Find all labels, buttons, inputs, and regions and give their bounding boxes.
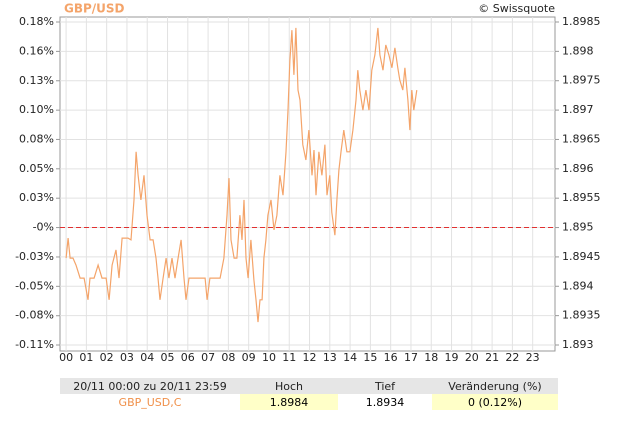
y2-tick-label: -0% — [33, 221, 54, 234]
x-tick-label: 08 — [221, 351, 235, 364]
x-tick-label: 00 — [59, 351, 73, 364]
source: © Swissquote — [478, 2, 555, 15]
y-tick-label: 1.894 — [562, 279, 594, 292]
x-tick-label: 09 — [242, 351, 256, 364]
y2-tick-label: 0.05% — [19, 162, 54, 175]
summary-table: 20/11 00:00 zu 20/11 23:59 Hoch Tief Ver… — [60, 378, 558, 410]
header-cell: 20/11 00:00 zu 20/11 23:59 — [60, 378, 240, 394]
cell: 1.8934 — [365, 395, 405, 409]
y-tick-label: 1.8985 — [562, 15, 601, 28]
x-tick-label: 06 — [181, 351, 195, 364]
y-tick-label: 1.8975 — [562, 74, 601, 87]
x-tick-label: 22 — [505, 351, 519, 364]
y2-tick-label: 0.13% — [19, 74, 54, 87]
x-tick-label: 19 — [445, 351, 459, 364]
x-tick-label: 12 — [303, 351, 317, 364]
y2-tick-label: -0.05% — [15, 279, 54, 292]
y-tick-label: 1.8945 — [562, 250, 601, 263]
x-tick-label: 17 — [404, 351, 418, 364]
x-tick-label: 02 — [100, 351, 114, 364]
cell: GBP_USD,C — [118, 395, 182, 409]
y2-tick-label: -0.08% — [15, 309, 54, 322]
y-tick-label: 1.8935 — [562, 309, 601, 322]
y2-tick-label: 0.08% — [19, 132, 54, 145]
y2-tick-label: 0.16% — [19, 44, 54, 57]
x-tick-label: 15 — [363, 351, 377, 364]
y-tick-label: 1.895 — [562, 221, 594, 234]
cell: 0 (0.12%) — [432, 394, 558, 410]
y-tick-label: 1.896 — [562, 162, 594, 175]
y-tick-label: 1.8955 — [562, 191, 601, 204]
x-tick-label: 14 — [343, 351, 357, 364]
y2-tick-label: 0.18% — [19, 15, 54, 28]
chart: GBP/USD © Swissquote 1.8985 1.898 1.8975 1.… — [15, 2, 601, 365]
x-tick-label: 03 — [120, 351, 134, 364]
x-tick-label: 10 — [262, 351, 276, 364]
table-header: 20/11 00:00 zu 20/11 23:59 Hoch Tief Ver… — [60, 378, 558, 394]
cell: 1.8984 — [240, 394, 338, 410]
price-line — [65, 27, 418, 323]
x-tick-label: 11 — [282, 351, 296, 364]
x-tick-label: 18 — [424, 351, 438, 364]
table-row: GBP_USD,C 1.8984 1.8934 0 (0.12%) — [60, 394, 558, 410]
x-tick-label: 23 — [526, 351, 540, 364]
x-tick-label: 07 — [201, 351, 215, 364]
x-tick-label: 04 — [140, 351, 154, 364]
y2-tick-label: -0.11% — [15, 338, 54, 351]
header-cell: Tief — [338, 378, 432, 394]
y2-tick-label: 0.03% — [19, 191, 54, 204]
y-tick-label: 1.893 — [562, 338, 594, 351]
y2-tick-label: -0.03% — [15, 250, 54, 263]
x-tick-label: 01 — [79, 351, 93, 364]
x-tick-label: 21 — [485, 351, 499, 364]
x-tick-label: 05 — [161, 351, 175, 364]
header-cell: Veränderung (%) — [432, 378, 558, 394]
x-tick-label: 13 — [323, 351, 337, 364]
y-tick-label: 1.8965 — [562, 132, 601, 145]
y-tick-label: 1.898 — [562, 44, 594, 57]
y2-tick-label: 0.10% — [19, 103, 54, 116]
header-cell: Hoch — [240, 378, 338, 394]
chart-title: GBP/USD — [64, 2, 125, 16]
x-tick-label: 16 — [384, 351, 398, 364]
y-tick-label: 1.897 — [562, 103, 594, 116]
x-tick-label: 20 — [465, 351, 479, 364]
